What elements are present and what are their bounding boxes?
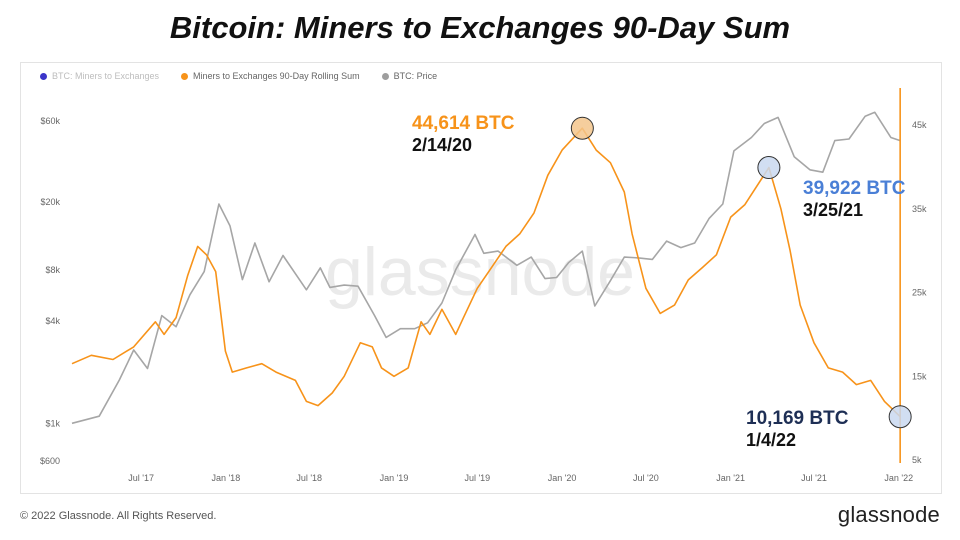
x-tick-label: Jan '19	[380, 473, 409, 483]
legend-item-miners-to-exchanges[interactable]: BTC: Miners to Exchanges	[40, 71, 159, 81]
y-right-tick-label: 25k	[912, 288, 927, 298]
annotation-low-2022: 10,169 BTC 1/4/22	[746, 408, 848, 451]
peak-2021-marker	[757, 156, 781, 180]
x-tick-label: Jul '18	[296, 473, 322, 483]
legend-dot-icon	[181, 72, 189, 80]
chart-legend: BTC: Miners to Exchanges Miners to Excha…	[40, 71, 437, 81]
annotation-value: 10,169 BTC	[746, 408, 849, 429]
annotation-peak-2020: 44,614 BTC 2/14/20	[412, 113, 514, 156]
annotation-date: 3/25/21	[803, 200, 864, 220]
y-right-tick-label: 35k	[912, 204, 927, 214]
y-left-tick-label: $600	[40, 456, 60, 466]
y-left-tick-label: $8k	[45, 265, 60, 275]
y-right-tick-label: 5k	[912, 455, 922, 465]
y-right-tick-label: 45k	[912, 120, 927, 130]
legend-item-rolling-sum[interactable]: Miners to Exchanges 90-Day Rolling Sum	[181, 71, 360, 81]
legend-item-price[interactable]: BTC: Price	[381, 71, 438, 81]
chart-title: Bitcoin: Miners to Exchanges 90-Day Sum	[169, 10, 791, 45]
legend-label: BTC: Price	[393, 71, 438, 81]
x-tick-label: Jan '18	[211, 473, 240, 483]
y-left-tick-label: $20k	[40, 197, 60, 207]
peak-2020-marker	[570, 116, 594, 140]
legend-label: BTC: Miners to Exchanges	[52, 71, 160, 81]
x-tick-label: Jul '17	[128, 473, 154, 483]
legend-dot-icon	[40, 72, 47, 80]
x-tick-label: Jul '20	[633, 473, 659, 483]
x-tick-label: Jan '22	[884, 473, 913, 483]
x-tick-label: Jan '21	[716, 473, 745, 483]
y-left-tick-label: $1k	[45, 418, 60, 428]
y-left-tick-label: $4k	[45, 316, 60, 326]
x-tick-label: Jan '20	[548, 473, 577, 483]
x-tick-label: Jul '21	[801, 473, 827, 483]
annotation-date: 2/14/20	[412, 135, 473, 155]
y-right-tick-label: 15k	[912, 371, 927, 381]
annotation-value: 39,922 BTC	[803, 178, 906, 199]
price-series-line	[71, 111, 901, 425]
annotation-value: 44,614 BTC	[412, 113, 515, 134]
annotation-date: 1/4/22	[746, 430, 797, 450]
low-2022-marker	[888, 405, 912, 429]
glassnode-logo: glassnode	[837, 502, 940, 527]
x-tick-label: Jul '19	[464, 473, 490, 483]
chart-frame	[20, 62, 942, 494]
legend-label: Miners to Exchanges 90-Day Rolling Sum	[193, 71, 360, 81]
legend-dot-icon	[381, 72, 389, 80]
copyright-text: © 2022 Glassnode. All Rights Reserved.	[20, 510, 217, 522]
annotation-peak-2021: 39,922 BTC 3/25/21	[803, 178, 905, 221]
y-left-tick-label: $60k	[40, 116, 60, 126]
